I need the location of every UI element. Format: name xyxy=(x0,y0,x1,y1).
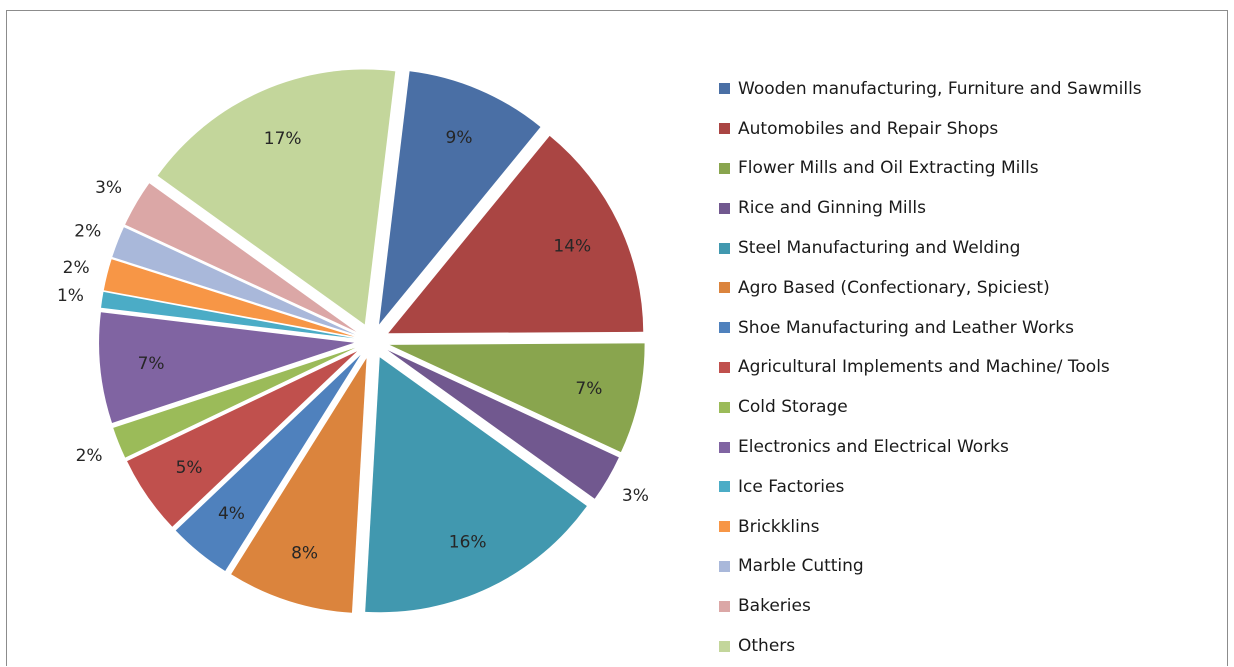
pie-slice xyxy=(103,259,355,337)
legend-label: Wooden manufacturing, Furniture and Sawm… xyxy=(738,78,1142,99)
legend-swatch xyxy=(719,481,730,493)
pie-slice xyxy=(112,227,356,335)
pie-slice xyxy=(388,135,644,334)
slice-data-label: 17% xyxy=(264,129,302,149)
legend-label: Others xyxy=(738,636,796,657)
legend-item: Rice and Ginning Mills xyxy=(719,188,1142,228)
legend-label: Shoe Manufacturing and Leather Works xyxy=(738,317,1074,338)
pie-slice xyxy=(127,351,358,527)
pie-slice xyxy=(113,347,356,458)
legend-swatch xyxy=(719,123,730,135)
legend-label: Flower Mills and Oil Extracting Mills xyxy=(738,158,1039,179)
legend-item: Electronics and Electrical Works xyxy=(719,427,1142,467)
pie-slice xyxy=(389,343,645,453)
slice-data-label: 7% xyxy=(138,354,165,374)
slice-data-label: 1% xyxy=(57,286,84,306)
legend-swatch xyxy=(719,282,730,294)
legend-item: Automobiles and Repair Shops xyxy=(719,109,1142,149)
slice-data-label: 3% xyxy=(95,178,122,198)
legend-label: Bakeries xyxy=(738,596,811,617)
legend-swatch xyxy=(719,322,730,334)
legend-item: Others xyxy=(719,626,1142,666)
slice-data-label: 9% xyxy=(446,128,473,148)
legend-label: Rice and Ginning Mills xyxy=(738,198,926,219)
slice-data-label: 5% xyxy=(176,458,203,478)
legend-swatch xyxy=(719,401,730,413)
pie-slice xyxy=(387,350,619,499)
slice-data-label: 3% xyxy=(622,486,649,506)
pie-slice xyxy=(101,291,355,339)
legend-item: Cold Storage xyxy=(719,387,1142,427)
slice-data-label: 8% xyxy=(291,544,318,564)
pie-slice xyxy=(365,357,587,613)
legend-item: Agricultural Implements and Machine/ Too… xyxy=(719,348,1142,388)
pie-slice xyxy=(231,358,367,613)
slice-data-label: 14% xyxy=(553,236,591,256)
legend-label: Ice Factories xyxy=(738,476,845,497)
legend-swatch xyxy=(719,640,730,652)
legend-swatch xyxy=(719,202,730,214)
legend-item: Shoe Manufacturing and Leather Works xyxy=(719,308,1142,348)
legend-swatch xyxy=(719,162,730,174)
slice-data-label: 2% xyxy=(74,221,101,241)
legend-label: Automobiles and Repair Shops xyxy=(738,118,999,139)
slice-data-label: 7% xyxy=(575,379,602,399)
legend-label: Agro Based (Confectionary, Spiciest) xyxy=(738,277,1050,298)
legend-label: Electronics and Electrical Works xyxy=(738,437,1009,458)
pie-slice xyxy=(175,354,361,572)
pie-slice xyxy=(157,69,396,325)
slice-data-label: 2% xyxy=(76,446,103,466)
pie-slice xyxy=(99,312,355,423)
legend-label: Marble Cutting xyxy=(738,556,864,577)
legend-label: Brickklins xyxy=(738,516,820,537)
slice-data-label: 4% xyxy=(218,504,245,524)
legend-item: Bakeries xyxy=(719,586,1142,626)
legend: Wooden manufacturing, Furniture and Sawm… xyxy=(719,69,1142,666)
legend-item: Agro Based (Confectionary, Spiciest) xyxy=(719,268,1142,308)
chart-area: 9% 14% 7% 3% 16% 8% 4% 5% 2% 7% 1% 2% 2% 3% 17% Wooden… xyxy=(6,10,1228,666)
legend-swatch xyxy=(719,600,730,612)
legend-swatch xyxy=(719,441,730,453)
legend-item: Brickklins xyxy=(719,507,1142,547)
legend-swatch xyxy=(719,361,730,373)
legend-swatch xyxy=(719,521,730,533)
legend-item: Wooden manufacturing, Furniture and Sawm… xyxy=(719,69,1142,109)
slice-data-label: 2% xyxy=(63,258,90,278)
pie-chart: 9% 14% 7% 3% 16% 8% 4% 5% 2% 7% 1% 2% 2% 3% 17% xyxy=(57,69,649,613)
legend-swatch xyxy=(719,83,730,95)
legend-swatch xyxy=(719,242,730,254)
legend-label: Agricultural Implements and Machine/ Too… xyxy=(738,357,1110,378)
legend-item: Flower Mills and Oil Extracting Mills xyxy=(719,149,1142,189)
slice-data-label: 16% xyxy=(449,532,487,552)
legend-swatch xyxy=(719,560,730,572)
legend-item: Ice Factories xyxy=(719,467,1142,507)
pie-slice xyxy=(379,71,541,325)
pie-slice xyxy=(125,183,357,332)
legend-item: Marble Cutting xyxy=(719,547,1142,587)
legend-item: Steel Manufacturing and Welding xyxy=(719,228,1142,268)
legend-label: Steel Manufacturing and Welding xyxy=(738,238,1021,259)
legend-label: Cold Storage xyxy=(738,397,848,418)
